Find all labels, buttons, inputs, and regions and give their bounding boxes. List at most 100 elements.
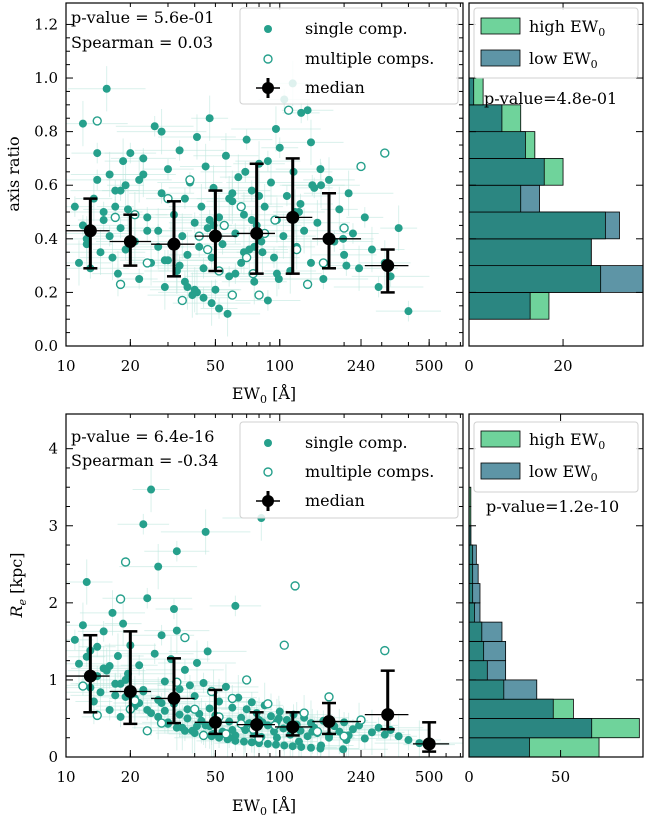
single-comp-point — [266, 712, 275, 721]
single-comp-point — [339, 745, 348, 754]
x-tick-label: 240 — [347, 768, 376, 786]
top-median-series — [66, 157, 409, 294]
legend-low-label: low EW0 — [529, 462, 598, 484]
multiple-comps-point — [115, 594, 126, 604]
multiple-comps-point — [339, 223, 349, 233]
single-comp-point — [288, 742, 297, 751]
single-comp-point — [150, 122, 159, 131]
multiple-comps-point — [324, 692, 334, 702]
single-comp-point — [199, 293, 208, 302]
single-comp-point — [143, 226, 152, 235]
low-ew-bar — [469, 104, 503, 133]
single-comp-point — [157, 631, 166, 640]
x-tick-label: 50 — [206, 357, 225, 375]
bottom-hist-legend: high EW0 low EW0 — [473, 421, 639, 493]
median-point — [250, 718, 264, 732]
single-comp-point — [263, 296, 272, 305]
high-ew-bar — [469, 660, 488, 681]
single-comp-point — [143, 594, 152, 603]
single-comp-point — [105, 662, 114, 671]
single-comp-point — [258, 248, 267, 257]
multiple-comps-point — [339, 731, 349, 741]
single-comp-point — [380, 730, 389, 739]
single-comp-point — [175, 261, 184, 270]
bottom-y-axis: 0 1 2 3 4 — [48, 440, 463, 766]
single-comp-point — [160, 283, 169, 292]
single-comp-point — [178, 232, 187, 241]
single-comp-point — [374, 723, 383, 732]
bottom-histogram-frame — [468, 413, 644, 758]
multiple-comps-point — [254, 290, 264, 300]
single-comp-point — [143, 213, 152, 222]
single-comp-point — [215, 213, 224, 222]
single-comp-point — [78, 119, 87, 128]
single-comp-point — [116, 224, 125, 233]
single-comp-point — [74, 659, 83, 668]
bottom-median-series — [66, 630, 450, 753]
single-comp-point — [175, 146, 184, 155]
single-comp-point — [183, 705, 192, 714]
top-hist-pvalue: p-value=4.8e-01 — [484, 89, 617, 108]
single-comp-point — [201, 162, 210, 171]
legend-median-marker — [262, 495, 274, 507]
single-comp-point — [183, 714, 192, 723]
single-comp-point — [355, 264, 364, 273]
single-comp-point — [225, 272, 234, 281]
bottom-x-axis-label: EW0 [Å] — [232, 795, 296, 818]
single-comp-point — [367, 728, 376, 737]
hist-x-tick-label: 0 — [464, 357, 474, 375]
single-comp-point — [348, 229, 357, 238]
multiple-comps-point — [270, 215, 280, 225]
single-comp-point — [180, 726, 189, 735]
multiple-comps-point — [110, 212, 120, 223]
top-histogram-bars — [469, 77, 643, 320]
single-comp-point — [234, 173, 243, 182]
multiple-comps-point — [302, 279, 313, 290]
multiple-comps-point — [241, 252, 252, 263]
single-comp-point — [195, 242, 204, 251]
single-comp-point — [70, 635, 79, 644]
single-comp-point — [121, 245, 130, 254]
single-comp-point — [228, 189, 237, 198]
median-point — [167, 237, 181, 251]
multiple-comps-point — [202, 244, 213, 255]
top-pvalue-annotation: p-value = 5.6e-01 — [71, 8, 214, 27]
single-comp-point — [150, 649, 159, 658]
single-comp-point — [340, 250, 349, 259]
single-comp-point — [205, 704, 214, 713]
bottom-hist-y-ticks — [469, 448, 643, 758]
single-comp-point — [316, 165, 325, 174]
median-point — [208, 715, 222, 729]
single-comp-point — [205, 216, 214, 225]
single-comp-point — [78, 621, 87, 630]
bottom-scatter-plot-area — [66, 466, 463, 757]
single-comp-point — [192, 288, 201, 297]
top-scatter-plot-area — [66, 60, 441, 337]
multiple-comps-point — [312, 726, 323, 737]
single-comp-point — [135, 275, 144, 284]
top-x-axis: 10 20 50 100 240 500 — [56, 3, 461, 375]
single-comp-point — [231, 269, 240, 278]
y-tick-label: 4 — [48, 440, 58, 458]
single-comp-point — [183, 250, 192, 259]
single-comp-point — [221, 151, 230, 160]
top-multiple-points — [92, 105, 390, 306]
y-tick-label: 3 — [48, 517, 58, 535]
single-comp-point — [160, 256, 169, 265]
single-comp-point — [192, 722, 201, 731]
y-tick-label: 0 — [48, 748, 58, 766]
median-point — [381, 708, 395, 722]
single-comp-point — [135, 175, 144, 184]
single-comp-point — [197, 202, 206, 211]
median-point — [167, 691, 181, 705]
bottom-scatter-legend: single comp. multiple comps. median — [239, 421, 459, 519]
single-comp-point — [143, 705, 152, 714]
single-comp-point — [237, 258, 246, 267]
low-ew-bar — [469, 238, 592, 267]
legend-multiple-label: multiple comps. — [305, 49, 434, 68]
top-hist-y-ticks — [469, 23, 643, 347]
single-comp-point — [247, 738, 256, 747]
bottom-x-axis: 10 20 50 100 240 500 — [56, 414, 461, 786]
median-point — [123, 234, 137, 248]
multiple-comps-point — [180, 632, 190, 643]
